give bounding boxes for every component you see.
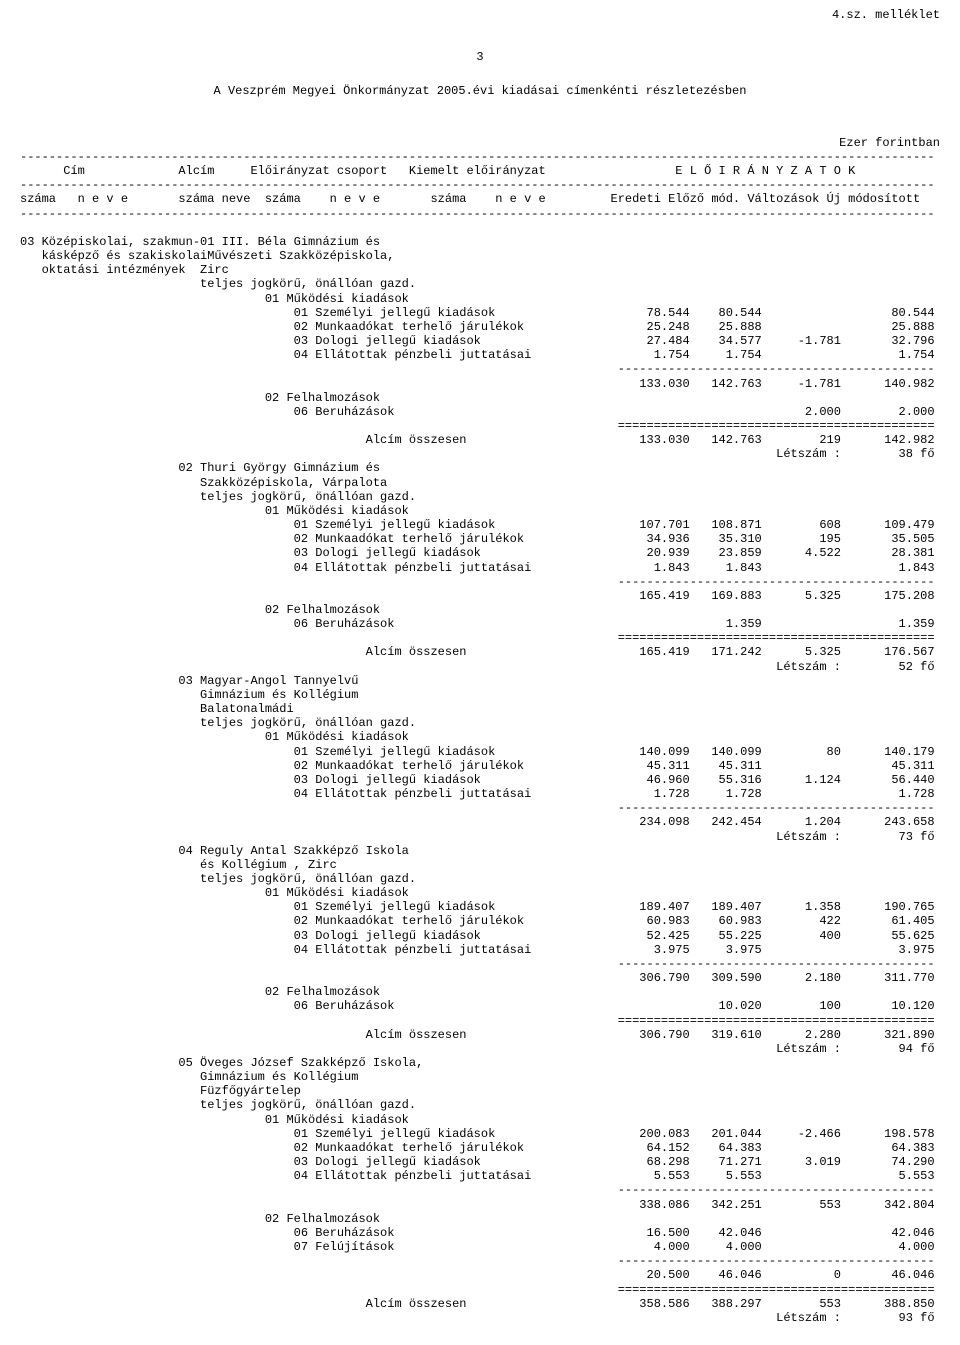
attachment-label: 4.sz. melléklet xyxy=(20,8,940,22)
document-title: A Veszprém Megyei Önkormányzat 2005.évi … xyxy=(20,84,940,98)
page-number: 3 xyxy=(20,50,940,64)
unit-label: Ezer forintban xyxy=(20,136,940,150)
report-body: ----------------------------------------… xyxy=(20,150,940,1325)
